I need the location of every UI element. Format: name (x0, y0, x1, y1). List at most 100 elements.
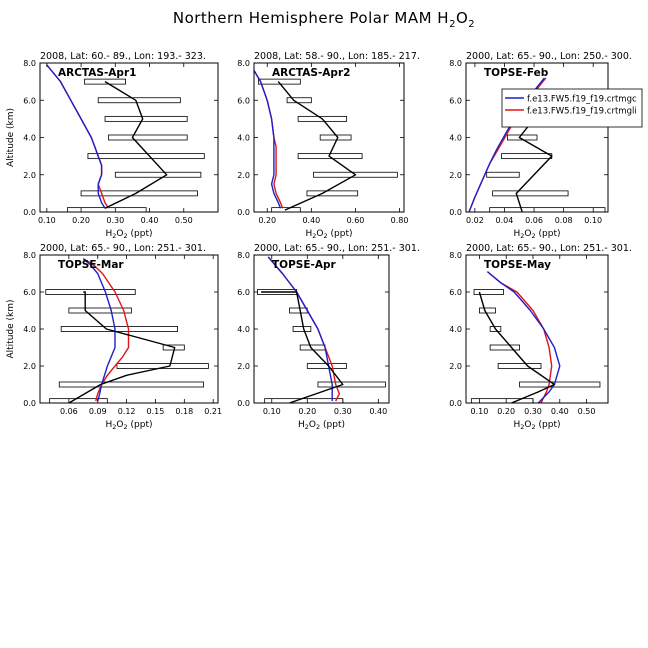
data-layer (257, 256, 386, 403)
panel-header: 2008, Lat: 58.- 90., Lon: 185.- 217. (254, 51, 420, 62)
y-tick-label: 8.0 (237, 251, 250, 260)
legend-entry: f.e13.FW5.f19_f19.crtmgc (527, 95, 637, 105)
x-tick-label: 0.04 (496, 216, 514, 225)
title-subscript-2: 2 (468, 19, 476, 30)
obs-range-bar (317, 381, 386, 388)
y-tick-label: 0.0 (23, 208, 36, 217)
y-axis-label: Altitude (km) (6, 299, 16, 358)
obs-range-bar (519, 381, 601, 388)
xlabel-h: H (106, 420, 113, 430)
xlabel-o: O (309, 420, 316, 430)
xlabel-unit: (ppt) (128, 229, 153, 239)
xlabel-unit: (ppt) (536, 229, 561, 239)
xlabel-sub2: 2 (316, 423, 320, 431)
obs-range-bar (97, 97, 181, 104)
x-tick-label: 0.40 (141, 216, 159, 225)
x-tick-label: 0.80 (391, 216, 409, 225)
obs-range-bar (489, 344, 520, 351)
obs-range-bar (486, 171, 520, 178)
xlabel-sub2: 2 (324, 232, 328, 240)
panel-frame (253, 254, 390, 404)
obs-range-bar (87, 153, 205, 160)
xlabel-sub: 2 (112, 423, 116, 431)
xlabel-unit: (ppt) (320, 420, 345, 430)
y-tick-label: 0.0 (237, 399, 250, 408)
obs-range-bar (116, 363, 209, 369)
panel-header: 2000, Lat: 65.- 90., Lon: 250.- 300. (466, 51, 632, 62)
model-b-line (254, 70, 284, 209)
data-layer (254, 70, 398, 212)
x-tick-label: 0.20 (72, 216, 90, 225)
xlabel-sub: 2 (520, 423, 524, 431)
x-tick-label: 0.09 (89, 407, 107, 416)
obs-range-bar (58, 381, 204, 388)
title-subscript: 2 (449, 19, 456, 30)
obs-range-bar (271, 207, 301, 212)
x-tick-label: 0.40 (551, 407, 569, 416)
x-tick-label: 0.02 (466, 216, 484, 225)
obs-range-bar (45, 289, 136, 295)
model-a-line (267, 256, 333, 402)
xlabel-h: H (306, 229, 313, 239)
xlabel-sub2: 2 (532, 232, 536, 240)
panel-6: 2000, Lat: 65.- 90., Lon: 251.- 301. TOPS… (449, 243, 632, 431)
y-tick-label: 4.0 (23, 325, 36, 334)
xlabel-sub2: 2 (124, 232, 128, 240)
y-tick-label: 6.0 (237, 288, 250, 297)
y-tick-label: 0.0 (449, 208, 462, 217)
model-b-line (82, 258, 130, 402)
panel-header: 2000, Lat: 65.- 90., Lon: 251.- 301. (466, 243, 632, 254)
panel-label: TOPSE-Apr (272, 259, 337, 271)
xlabel-h: H (298, 420, 305, 430)
x-tick-label: 0.30 (334, 407, 352, 416)
panel-label: ARCTAS-Apr2 (272, 67, 350, 79)
x-tick-label: 0.10 (38, 216, 56, 225)
xlabel-h: H (514, 420, 521, 430)
panel-header: 2008, Lat: 60.- 89., Lon: 193.- 323. (40, 51, 206, 62)
obs-range-bar (104, 115, 188, 122)
x-tick-label: 0.18 (175, 407, 193, 416)
y-tick-label: 8.0 (237, 59, 250, 68)
y-tick-label: 4.0 (23, 134, 36, 143)
title-tail: O (455, 9, 469, 27)
xlabel-h: H (106, 229, 113, 239)
x-tick-label: 0.21 (204, 407, 222, 416)
legend-entry: f.e13.FW5.f19_f19.crtmgli (527, 107, 637, 117)
xlabel-unit: (ppt) (536, 420, 561, 430)
panel-header: 2000, Lat: 65.- 90., Lon: 251.- 301. (254, 243, 420, 254)
xlabel-sub: 2 (112, 232, 116, 240)
panel-label: TOPSE-Mar (58, 259, 124, 271)
obs-range-bar (289, 307, 308, 314)
model-b-line (486, 271, 553, 403)
y-tick-label: 8.0 (23, 59, 36, 68)
panel-1: 2008, Lat: 60.- 89., Lon: 193.- 323. ARCT… (6, 51, 219, 240)
panel-5: 2000, Lat: 65.- 90., Lon: 251.- 301. TOPS… (237, 243, 420, 431)
x-tick-label: 0.06 (60, 407, 78, 416)
xlabel-unit: (ppt) (128, 420, 153, 430)
x-axis-label: H2O2 (ppt) (106, 420, 153, 431)
model-a-line (486, 271, 561, 403)
panel-4: 2000, Lat: 65.- 90., Lon: 251.- 301. TOPS… (6, 243, 222, 431)
y-tick-label: 2.0 (23, 171, 36, 180)
x-tick-label: 0.50 (175, 216, 193, 225)
y-tick-label: 4.0 (449, 134, 462, 143)
obs-line (261, 291, 344, 403)
y-tick-label: 0.0 (237, 208, 250, 217)
x-tick-label: 0.50 (578, 407, 596, 416)
y-tick-label: 8.0 (449, 59, 462, 68)
data-layer (470, 271, 601, 403)
x-axis-label: H2O2 (ppt) (298, 420, 345, 431)
model-b-line (46, 64, 110, 209)
xlabel-o: O (524, 420, 531, 430)
legend-box (501, 88, 643, 128)
obs-range-bar (478, 307, 496, 314)
x-tick-label: 0.30 (524, 407, 542, 416)
title-text: Northern Hemisphere Polar MAM H (172, 9, 450, 27)
y-tick-label: 0.0 (449, 399, 462, 408)
obs-range-bar (108, 134, 188, 141)
obs-range-bar (60, 326, 178, 332)
x-tick-label: 0.30 (106, 216, 124, 225)
panel-label: TOPSE-Feb (484, 67, 549, 79)
xlabel-sub: 2 (312, 232, 316, 240)
